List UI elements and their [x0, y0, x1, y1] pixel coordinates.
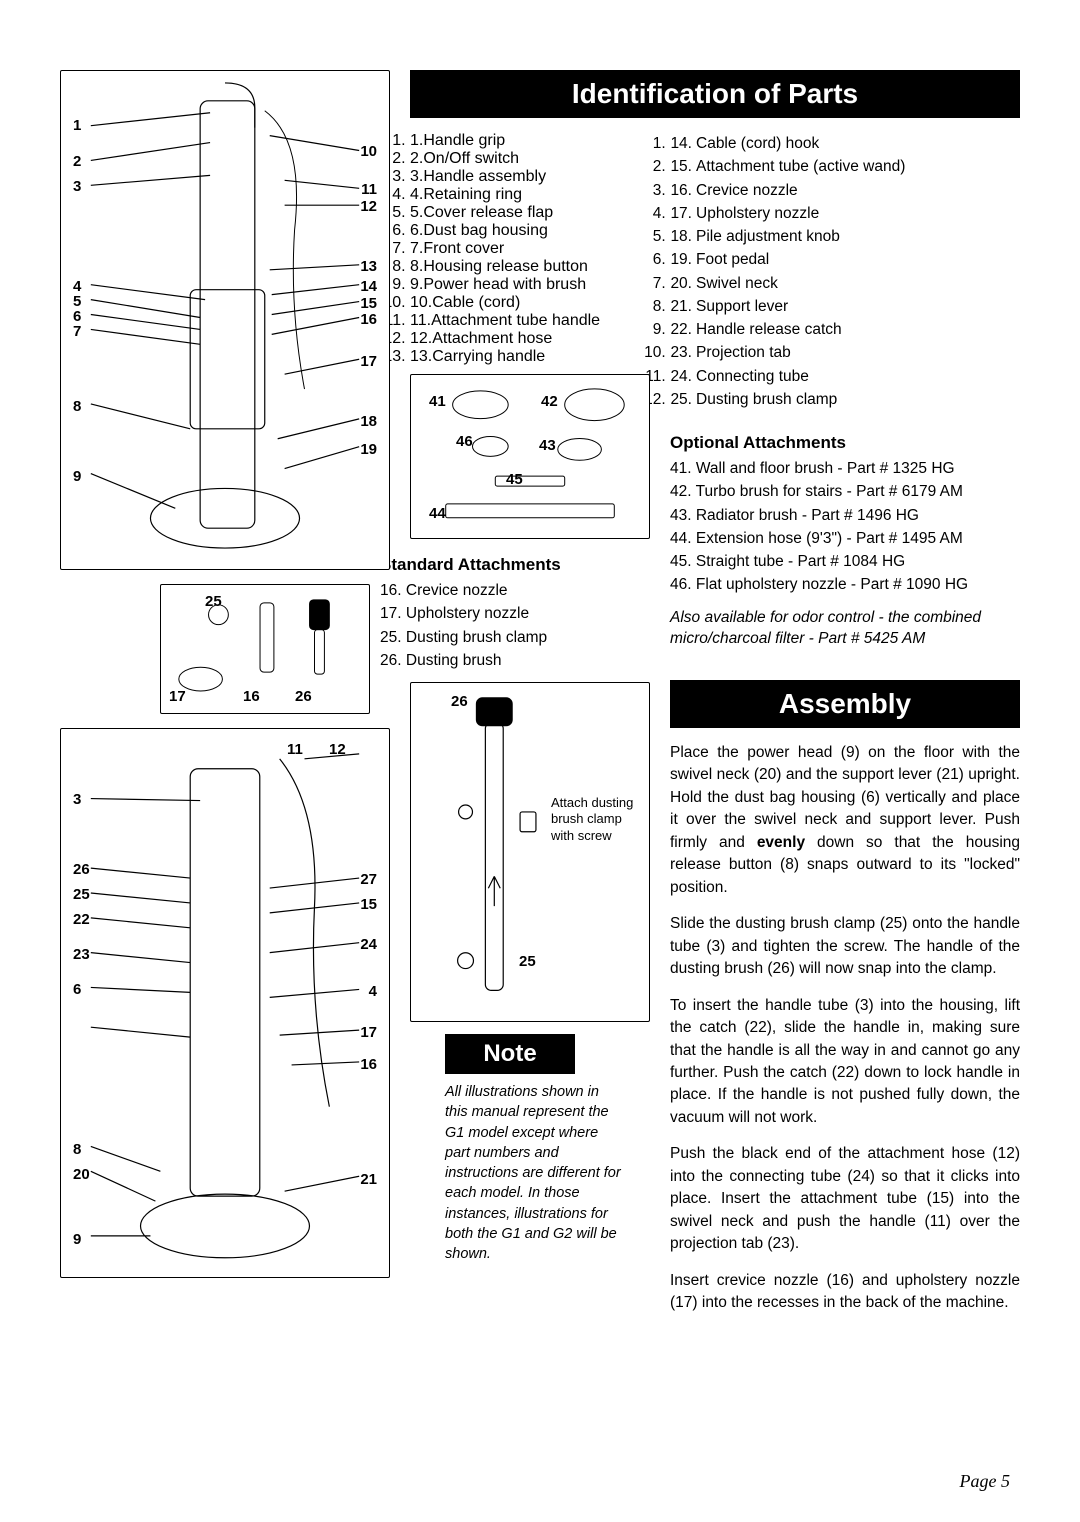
upright-illustration: [61, 71, 389, 568]
standard-attachments-list: 16. Crevice nozzle 17. Upholstery nozzle…: [380, 579, 650, 672]
callout-r-9: 9: [73, 1231, 81, 1248]
callout-r-24: 24: [360, 936, 377, 953]
identification-heading: Identification of Parts: [410, 70, 1020, 118]
assembly-p2: Slide the dusting brush clamp (25) onto …: [670, 913, 1020, 980]
diagram-main-upright: 1 2 3 4 5 6 7 8 9 10 11 12 13 14 15 16 1…: [60, 70, 390, 570]
callout-18: 18: [360, 413, 377, 430]
parts-list-col2: 14.Cable (cord) hook 15.Attachment tube …: [670, 132, 1020, 411]
optional-illustration: [411, 375, 649, 539]
assembly-heading: Assembly: [670, 680, 1020, 728]
assembly-p4: Push the black end of the attachment hos…: [670, 1143, 1020, 1255]
callout-att-16: 16: [243, 688, 260, 705]
callout-r-26: 26: [73, 861, 90, 878]
diagram-standard-attachments: 25 17 16 26: [160, 584, 370, 714]
left-column: 1 2 3 4 5 6 7 8 9 10 11 12 13 14 15 16 1…: [60, 70, 390, 1482]
callout-7: 7: [73, 323, 81, 340]
callout-opt-41: 41: [429, 393, 446, 410]
callout-opt-46: 46: [456, 433, 473, 450]
callout-r-16: 16: [360, 1056, 377, 1073]
callout-17: 17: [360, 353, 377, 370]
callout-r-22: 22: [73, 911, 90, 928]
callout-r-12: 12: [329, 741, 346, 758]
callout-h-25: 25: [519, 953, 536, 970]
callout-r-17: 17: [360, 1024, 377, 1041]
page-number: Page 5: [960, 1471, 1010, 1492]
callout-opt-42: 42: [541, 393, 558, 410]
callout-11: 11: [361, 181, 377, 198]
standard-attachments-heading: Standard Attachments: [380, 555, 650, 575]
right-column: Identification of Parts 14.Cable (cord) …: [670, 70, 1020, 1482]
assembly-body: Place the power head (9) on the floor wi…: [670, 742, 1020, 1315]
diagram-optional-attachments: 41 42 46 43 45 44: [410, 374, 650, 539]
callout-16: 16: [360, 311, 377, 328]
callout-2: 2: [73, 153, 81, 170]
optional-list: 41. Wall and floor brush - Part # 1325 H…: [670, 457, 1020, 597]
callout-r-25: 25: [73, 886, 90, 903]
diagram-handle-assembly: 26 25 Attach dusting brush clamp with sc…: [410, 682, 650, 1022]
attach-label: Attach dusting brush clamp with screw: [551, 795, 633, 844]
callout-13: 13: [360, 258, 377, 275]
callout-r-8: 8: [73, 1141, 81, 1158]
parts-list-col1: 1.Handle grip 2.On/Off switch 3.Handle a…: [410, 132, 650, 366]
callout-r-15: 15: [360, 896, 377, 913]
callout-15: 15: [360, 295, 377, 312]
note-body: All illustrations shown in this manual r…: [445, 1082, 625, 1265]
middle-column: 1.Handle grip 2.On/Off switch 3.Handle a…: [410, 70, 650, 1482]
note-heading: Note: [445, 1034, 575, 1074]
callout-9: 9: [73, 468, 81, 485]
callout-r-11: 11: [287, 741, 303, 758]
callout-att-17: 17: [169, 688, 186, 705]
callout-opt-44: 44: [429, 505, 446, 522]
callout-r-4: 4: [369, 983, 377, 1000]
callout-r-6: 6: [73, 981, 81, 998]
assembly-p1: Place the power head (9) on the floor wi…: [670, 742, 1020, 899]
assembly-p5: Insert crevice nozzle (16) and upholster…: [670, 1270, 1020, 1315]
rear-illustration: [61, 729, 389, 1276]
callout-r-20: 20: [73, 1166, 90, 1183]
callout-r-27: 27: [360, 871, 377, 888]
callout-r-21: 21: [360, 1171, 377, 1188]
callout-19: 19: [360, 441, 377, 458]
callout-att-26: 26: [295, 688, 312, 705]
optional-note: Also available for odor control - the co…: [670, 607, 1020, 650]
callout-att-25: 25: [205, 593, 222, 610]
callout-3: 3: [73, 178, 81, 195]
page-container: 1 2 3 4 5 6 7 8 9 10 11 12 13 14 15 16 1…: [60, 70, 1020, 1482]
callout-1: 1: [73, 117, 81, 134]
assembly-p3: To insert the handle tube (3) into the h…: [670, 995, 1020, 1130]
callout-opt-43: 43: [539, 437, 556, 454]
callout-r-3: 3: [73, 791, 81, 808]
callout-12: 12: [360, 198, 377, 215]
callout-8: 8: [73, 398, 81, 415]
callout-14: 14: [360, 278, 377, 295]
diagram-rear-view: 3 26 25 22 23 6 8 20 9 11 12 27 15 24 4 …: [60, 728, 390, 1278]
callout-r-23: 23: [73, 946, 90, 963]
attachments-illustration: [161, 585, 369, 714]
callout-opt-45: 45: [506, 471, 523, 488]
optional-heading: Optional Attachments: [670, 433, 1020, 453]
callout-h-26: 26: [451, 693, 468, 710]
callout-10: 10: [360, 143, 377, 160]
